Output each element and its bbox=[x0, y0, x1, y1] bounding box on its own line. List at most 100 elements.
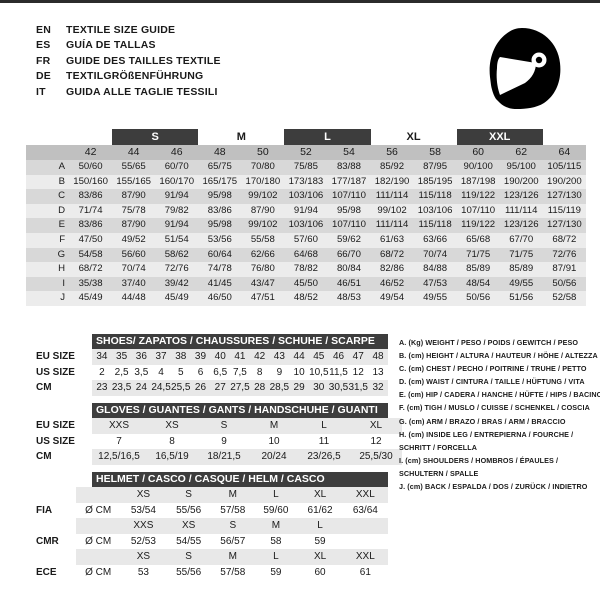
measurement-cell: 72/76 bbox=[155, 262, 199, 277]
measurement-cell: 74/78 bbox=[198, 262, 242, 277]
size-cell: 9 bbox=[269, 364, 290, 380]
measurement-cell: 62/66 bbox=[241, 247, 285, 263]
size-band-empty bbox=[69, 129, 113, 145]
helmet-standard-label: FIA bbox=[26, 502, 76, 518]
measurement-cell: 107/110 bbox=[327, 218, 371, 233]
row-label: EU SIZE bbox=[26, 349, 93, 365]
measurement-cell: 65/68 bbox=[456, 232, 500, 248]
gloves-heading: GLOVES / GUANTES / GANTS / HANDSCHUHE / … bbox=[92, 403, 388, 418]
helmet-unit-spacer bbox=[75, 487, 121, 503]
helmet-size-cell: 58 bbox=[254, 533, 298, 549]
helmet-size-cell: 56/57 bbox=[211, 533, 255, 549]
size-cell: M bbox=[250, 418, 298, 434]
size-number-cell: 54 bbox=[327, 145, 371, 160]
size-cell: 42 bbox=[249, 349, 270, 365]
row-label: A bbox=[26, 160, 70, 175]
helmet-size-label: XL bbox=[297, 487, 343, 503]
table-row: EU SIZE 34 35 36 37 38 39 40 41 42 43 44 45 46 47 48 bbox=[26, 349, 388, 365]
row-label: US SIZE bbox=[26, 433, 92, 449]
size-cell: XS bbox=[146, 418, 198, 434]
measurement-cell: 63/66 bbox=[413, 232, 457, 248]
row-label: D bbox=[26, 203, 70, 219]
table-row: G 54/58 56/60 58/62 60/64 62/66 64/68 66/70 68/7… bbox=[26, 247, 586, 263]
row-label: CM bbox=[26, 380, 93, 396]
measurement-cell: 75/78 bbox=[112, 203, 156, 219]
helmet-size-label: XL bbox=[297, 549, 343, 565]
helmet-size-label: XS bbox=[120, 487, 167, 503]
measurement-cell: 78/82 bbox=[284, 262, 328, 277]
measurement-cell: 87/95 bbox=[413, 160, 457, 175]
row-label: J bbox=[26, 291, 70, 306]
measurement-cell: 46/50 bbox=[198, 291, 242, 306]
measurement-cell: 91/94 bbox=[155, 189, 199, 204]
table-row: J 45/49 44/48 45/49 46/50 47/51 48/52 48/53 49/5… bbox=[26, 291, 586, 306]
measurement-cell: 49/55 bbox=[499, 276, 543, 292]
measurement-cell: 103/106 bbox=[284, 218, 328, 233]
measurement-cell: 76/80 bbox=[241, 262, 285, 277]
measurement-cell: 87/91 bbox=[542, 262, 586, 277]
measurement-cell: 99/102 bbox=[370, 203, 414, 219]
size-number-corner bbox=[26, 145, 70, 160]
row-label: C bbox=[26, 189, 70, 204]
measurement-cell: 85/89 bbox=[456, 262, 500, 277]
measurement-cell: 173/183 bbox=[284, 174, 328, 190]
language-code: DE bbox=[36, 70, 51, 83]
measurement-cell: 170/180 bbox=[241, 174, 285, 190]
helmet-heading: HELMET / CASCO / CASQUE / HELM / CASCO bbox=[92, 472, 388, 487]
size-cell: 13 bbox=[368, 364, 388, 380]
measurement-cell: 39/42 bbox=[155, 276, 199, 292]
measurement-cell: 190/200 bbox=[499, 174, 543, 190]
measurement-cell: 66/70 bbox=[327, 247, 371, 263]
size-cell: 18/21,5 bbox=[198, 449, 250, 465]
legend-line: J. (cm) BACK / ESPALDA / DOS / ZURÜCK / … bbox=[399, 482, 588, 492]
measurement-cell: 99/102 bbox=[241, 189, 285, 204]
helmet-size-label: XXL bbox=[342, 549, 388, 565]
measurement-cell: 51/54 bbox=[155, 232, 199, 248]
size-band-xl: XL bbox=[370, 129, 457, 145]
size-cell: 8 bbox=[249, 364, 270, 380]
size-cell: 30,5 bbox=[328, 380, 349, 396]
measurement-cell: 71/75 bbox=[456, 247, 500, 263]
measurement-cell: 70/80 bbox=[241, 160, 285, 175]
measurement-cell: 115/118 bbox=[413, 189, 457, 204]
measurement-cell: 58/62 bbox=[155, 247, 199, 263]
measurement-cell: 68/72 bbox=[542, 232, 586, 248]
table-row: B 150/160 155/165 160/170 165/175 170/180 173/… bbox=[26, 174, 586, 190]
language-row: IT GUIDA ALLE TAGLIE TESSILI bbox=[36, 85, 221, 100]
helmet-size-cell: 55/56 bbox=[166, 564, 212, 580]
measurement-cell: 49/54 bbox=[370, 291, 414, 306]
language-title: GUIDA ALLE TAGLIE TESSILI bbox=[66, 85, 218, 98]
helmet-section: HELMET / CASCO / CASQUE / HELM / CASCO X… bbox=[26, 472, 388, 580]
language-row: FR GUIDE DES TAILLES TEXTILE bbox=[36, 54, 221, 69]
size-cell: 44 bbox=[289, 349, 309, 365]
measurement-cell: 49/52 bbox=[112, 232, 156, 248]
size-cell: 38 bbox=[170, 349, 191, 365]
helmet-size-label: L bbox=[254, 549, 298, 565]
legend-line: A. (Kg) WEIGHT / PESO / POIDS / GEWITCH … bbox=[399, 338, 579, 347]
measurement-cell: 54/58 bbox=[69, 247, 113, 263]
size-cell: XXS bbox=[92, 418, 146, 434]
measurement-cell: 99/102 bbox=[241, 218, 285, 233]
size-cell: 23,5 bbox=[111, 380, 132, 396]
legend-line: SCHULTERN / SPALLE bbox=[399, 468, 479, 478]
racing-helmet-icon bbox=[470, 25, 570, 115]
measurement-cell: 115/118 bbox=[413, 218, 457, 233]
helmet-size-cell: 60 bbox=[297, 564, 343, 580]
size-cell: 31,5 bbox=[348, 380, 369, 396]
language-title: TEXTILE SIZE GUIDE bbox=[66, 24, 176, 36]
measurement-cell: 91/94 bbox=[284, 203, 328, 219]
helmet-size-cell: 54/55 bbox=[166, 533, 212, 549]
size-cell: 36 bbox=[131, 349, 152, 365]
row-label: EU SIZE bbox=[26, 418, 92, 434]
size-cell: 11,5 bbox=[328, 364, 349, 380]
size-cell: 3,5 bbox=[131, 364, 152, 380]
measurement-cell: 55/65 bbox=[112, 160, 156, 175]
measurement-cell: 155/165 bbox=[112, 174, 156, 190]
helmet-unit-spacer bbox=[75, 518, 121, 534]
table-row: EU SIZE XXS XS S M L XL bbox=[26, 418, 402, 434]
measurement-cell: 49/55 bbox=[413, 291, 457, 306]
measurement-cell: 95/98 bbox=[198, 218, 242, 233]
size-cell: 10,5 bbox=[308, 364, 329, 380]
measurement-cell: 64/68 bbox=[284, 247, 328, 263]
size-cell: 29 bbox=[289, 380, 309, 396]
